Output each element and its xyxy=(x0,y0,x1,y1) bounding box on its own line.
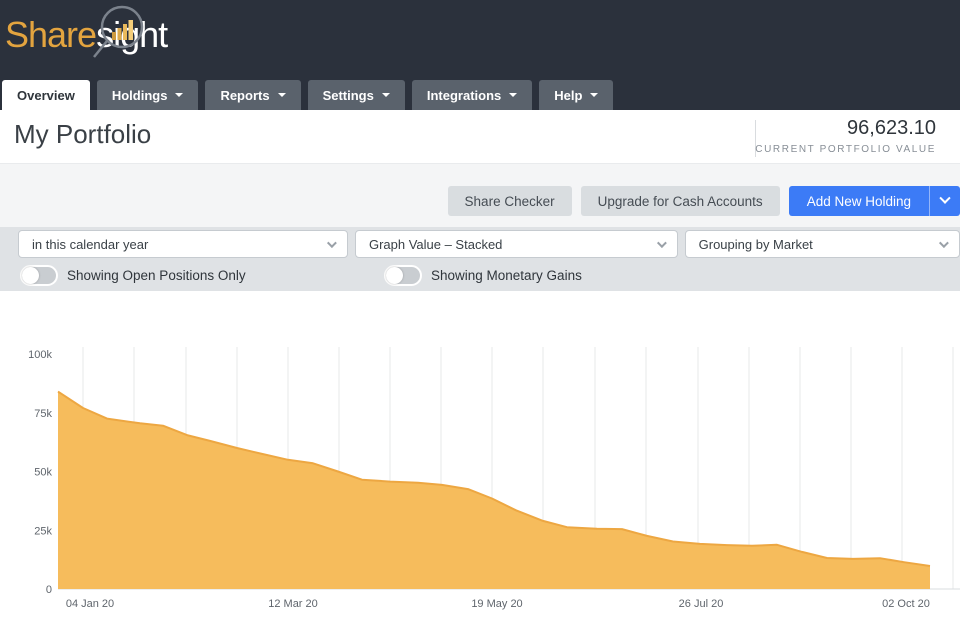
caret-down-icon xyxy=(509,93,518,97)
y-tick-label: 25k xyxy=(34,525,52,537)
chevron-down-icon xyxy=(656,237,667,248)
grouping-select[interactable]: Grouping by Market xyxy=(684,230,960,258)
y-tick-label: 50k xyxy=(34,467,52,479)
area-line xyxy=(57,390,931,567)
date-range-value: in this calendar year xyxy=(32,236,149,252)
upgrade-cash-accounts-button[interactable]: Upgrade for Cash Accounts xyxy=(580,186,780,216)
filter-toggles-row: Showing Open Positions Only Showing Mone… xyxy=(0,258,960,286)
y-tick-label: 0 xyxy=(46,584,52,596)
value-divider xyxy=(755,120,756,157)
actions-band: Share Checker Upgrade for Cash Accounts … xyxy=(0,163,960,227)
tab-overview[interactable]: Overview xyxy=(2,80,90,110)
current-portfolio-value-label: CURRENT PORTFOLIO VALUE xyxy=(755,144,936,155)
filter-selects-row: in this calendar year Graph Value – Stac… xyxy=(0,227,960,258)
filter-band: in this calendar year Graph Value – Stac… xyxy=(0,227,960,291)
y-tick-label: 75k xyxy=(34,408,52,420)
monetary-gains-toggle-group: Showing Monetary Gains xyxy=(384,265,582,286)
add-new-holding-button[interactable]: Add New Holding xyxy=(788,186,929,216)
tab-label: Help xyxy=(554,87,583,103)
add-new-holding-split-button: Add New Holding xyxy=(788,186,960,216)
tab-label: Integrations xyxy=(426,87,502,103)
chevron-down-icon xyxy=(938,237,949,248)
tab-help[interactable]: Help xyxy=(539,80,614,110)
portfolio-value-block: 96,623.10 CURRENT PORTFOLIO VALUE xyxy=(755,117,936,155)
caret-down-icon xyxy=(381,93,390,97)
main-nav: Overview Holdings Reports Settings Integ… xyxy=(2,80,614,110)
grouping-value: Grouping by Market xyxy=(698,236,813,252)
x-tick-label: 12 Mar 20 xyxy=(268,598,318,610)
app-header: Sharesight Overview Holdings Reports xyxy=(0,0,960,110)
caret-down-icon xyxy=(277,93,286,97)
chevron-down-icon xyxy=(326,237,337,248)
open-positions-toggle-group: Showing Open Positions Only xyxy=(20,265,384,286)
tab-label: Settings xyxy=(322,87,374,103)
x-tick-label: 26 Jul 20 xyxy=(679,598,724,610)
x-tick-label: 02 Oct 20 xyxy=(882,598,930,610)
tab-label: Reports xyxy=(220,87,270,103)
page-title: My Portfolio xyxy=(14,119,152,149)
date-range-select[interactable]: in this calendar year xyxy=(18,230,348,258)
tab-settings[interactable]: Settings xyxy=(307,80,405,110)
tab-holdings[interactable]: Holdings xyxy=(96,80,199,110)
chevron-down-icon xyxy=(939,192,951,204)
monetary-gains-toggle[interactable] xyxy=(384,265,422,286)
actions-group: Share Checker Upgrade for Cash Accounts … xyxy=(447,186,960,216)
current-portfolio-value: 96,623.10 xyxy=(847,117,936,139)
portfolio-value-area-chart: 100k 75k 50k 25k 0 04 Jan 20 12 Mar 20 19 May 2… xyxy=(28,347,960,610)
toggle-knob xyxy=(386,267,403,284)
sharesight-logo: Sharesight xyxy=(5,5,168,58)
graph-mode-select[interactable]: Graph Value – Stacked xyxy=(354,230,678,258)
toggle-knob xyxy=(22,267,39,284)
tab-label: Holdings xyxy=(111,87,168,103)
monetary-gains-toggle-label: Showing Monetary Gains xyxy=(431,268,582,283)
add-new-holding-menu-button[interactable] xyxy=(929,186,960,216)
share-checker-button[interactable]: Share Checker xyxy=(447,186,572,216)
tab-integrations[interactable]: Integrations xyxy=(411,80,533,110)
chart-section: 100k 75k 50k 25k 0 04 Jan 20 12 Mar 20 19 May 2… xyxy=(0,291,960,639)
portfolio-header: My Portfolio 96,623.10 CURRENT PORTFOLIO… xyxy=(0,110,960,163)
caret-down-icon xyxy=(590,93,599,97)
caret-down-icon xyxy=(175,93,184,97)
x-tick-label: 04 Jan 20 xyxy=(66,598,114,610)
open-positions-toggle[interactable] xyxy=(20,265,58,286)
logo-text-white: sight xyxy=(96,14,168,55)
graph-mode-value: Graph Value – Stacked xyxy=(368,236,503,252)
tab-reports[interactable]: Reports xyxy=(205,80,301,110)
open-positions-toggle-label: Showing Open Positions Only xyxy=(67,268,246,283)
x-tick-label: 19 May 20 xyxy=(471,598,522,610)
tab-label: Overview xyxy=(17,87,75,103)
y-tick-label: 100k xyxy=(28,349,52,361)
logo-text-gold: Share xyxy=(5,14,97,55)
area-fill xyxy=(58,391,930,589)
